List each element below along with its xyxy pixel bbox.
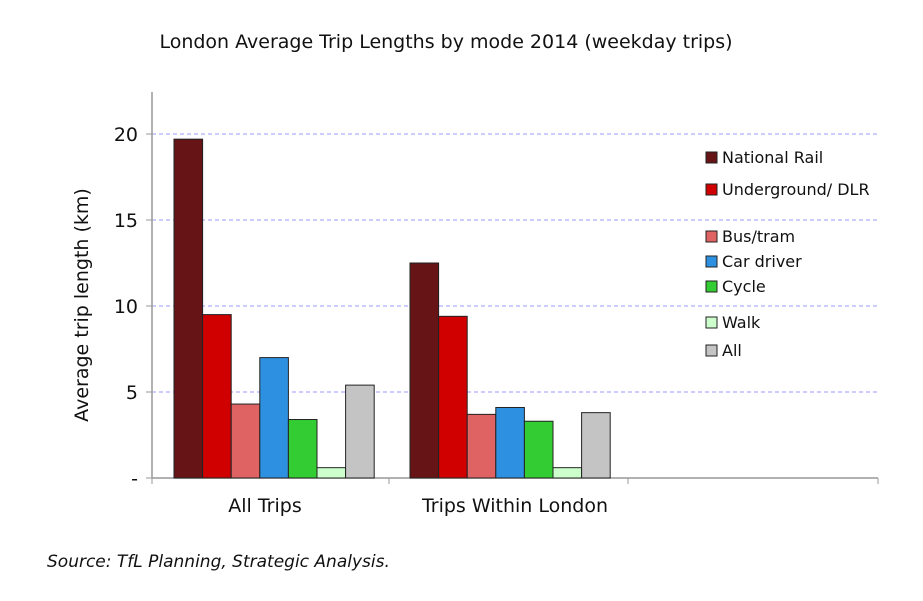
legend-item: Underground/ DLR <box>705 180 870 199</box>
y-tick-label: 20 <box>114 124 138 146</box>
legend-label: Underground/ DLR <box>722 180 870 199</box>
legend-label: Cycle <box>722 277 766 296</box>
bar-walk-all-trips <box>316 467 347 479</box>
y-tick-label: 10 <box>114 296 138 318</box>
legend-swatch <box>705 344 718 357</box>
y-axis-label: Average trip length (km) <box>71 188 93 422</box>
bar-underground-dlr-within-london <box>438 315 468 479</box>
bar-bus-tram-within-london <box>466 413 497 479</box>
legend-swatch <box>705 255 718 268</box>
x-tick-label: All Trips <box>228 495 301 517</box>
legend-label: Walk <box>722 313 761 332</box>
bar-national-rail-within-london <box>409 262 440 479</box>
bar-walk-within-london <box>552 467 583 479</box>
bar-car-driver-within-london <box>495 406 525 479</box>
bar-all-within-london <box>581 412 611 479</box>
legend-swatch <box>705 151 718 164</box>
legend-item: Cycle <box>705 277 766 296</box>
bar-bus-tram-all-trips <box>230 403 261 479</box>
legend-item: Car driver <box>705 252 802 271</box>
bar-national-rail-all-trips <box>173 138 204 479</box>
bar-cycle-within-london <box>523 420 554 479</box>
legend-swatch <box>705 183 718 196</box>
bar-cycle-all-trips <box>287 419 318 479</box>
legend-label: Car driver <box>722 252 802 271</box>
legend-item: All <box>705 341 742 360</box>
legend-swatch <box>705 230 718 243</box>
legend-swatch <box>705 316 718 329</box>
legend-label: Bus/tram <box>722 227 795 246</box>
source-note: Source: TfL Planning, Strategic Analysis… <box>47 552 390 572</box>
legend-item: Walk <box>705 313 761 332</box>
legend-swatch <box>705 280 718 293</box>
legend-item: National Rail <box>705 148 823 167</box>
chart-title: London Average Trip Lengths by mode 2014… <box>159 31 732 53</box>
bar-car-driver-all-trips <box>259 357 289 479</box>
y-tick-label: 5 <box>126 382 138 404</box>
x-tick-label: Trips Within London <box>421 495 608 517</box>
legend-label: National Rail <box>722 148 823 167</box>
legend-item: Bus/tram <box>705 227 795 246</box>
y-tick-label: 15 <box>114 210 138 232</box>
bar-all-all-trips <box>345 384 375 479</box>
legend-label: All <box>722 341 742 360</box>
y-tick-label: - <box>131 468 138 490</box>
bar-underground-dlr-all-trips <box>202 314 232 479</box>
